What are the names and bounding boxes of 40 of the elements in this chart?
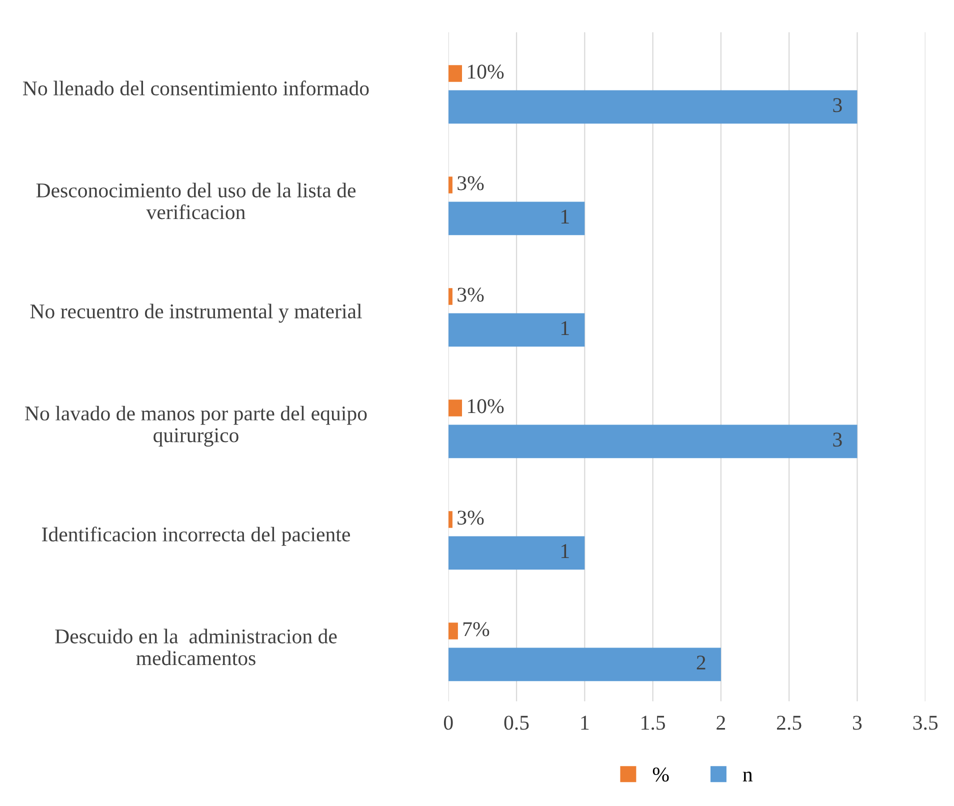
bar <box>448 622 458 640</box>
data-label: 3% <box>458 176 484 190</box>
data-label: 2 <box>696 656 706 670</box>
bar <box>448 90 858 124</box>
legend-label: n <box>742 772 753 782</box>
bar <box>448 313 585 347</box>
data-label: 10% <box>468 64 504 79</box>
x-tick-label: 1.5 <box>642 716 666 730</box>
x-tick-label: 2.5 <box>776 716 802 730</box>
data-label: 3 <box>833 98 842 112</box>
bar <box>448 202 585 236</box>
data-label: 1 <box>562 210 569 224</box>
y-tick-label: No lavado de manos por parte del equipo quirurgico <box>25 406 367 447</box>
x-tick-label: 2 <box>716 716 726 730</box>
data-label: 1 <box>562 544 569 558</box>
data-label: 1 <box>562 321 569 335</box>
bar <box>448 536 585 570</box>
y-tick-label: Identificacion incorrecta del paciente <box>42 526 350 546</box>
bar <box>448 65 462 82</box>
y-tick-label: Desconocimiento del uso de la lista de verificacion <box>36 182 356 220</box>
data-label: 3% <box>458 288 484 302</box>
bar <box>448 400 462 416</box>
y-tick-label: No llenado del consentimiento informado <box>23 80 369 96</box>
legend-label: % <box>652 768 669 782</box>
x-tick-label: 3.5 <box>913 716 938 730</box>
bar <box>448 288 452 305</box>
data-label: 7% <box>463 622 490 636</box>
bar <box>448 511 452 528</box>
x-tick-label: 0 <box>444 716 453 730</box>
x-tick-label: 1 <box>581 716 589 730</box>
data-label: 10% <box>468 399 504 414</box>
data-label: 3 <box>833 432 842 447</box>
y-tick-label: No recuentro de instrumental y material <box>30 304 362 323</box>
bar <box>448 648 721 682</box>
x-tick-label: 3 <box>853 716 862 730</box>
x-tick-label: 0.5 <box>504 716 529 730</box>
bar <box>448 176 452 194</box>
bar <box>448 424 858 458</box>
data-label: 3% <box>458 510 484 525</box>
y-tick-label: Descuido en la administracion de medicamentos <box>55 628 337 666</box>
